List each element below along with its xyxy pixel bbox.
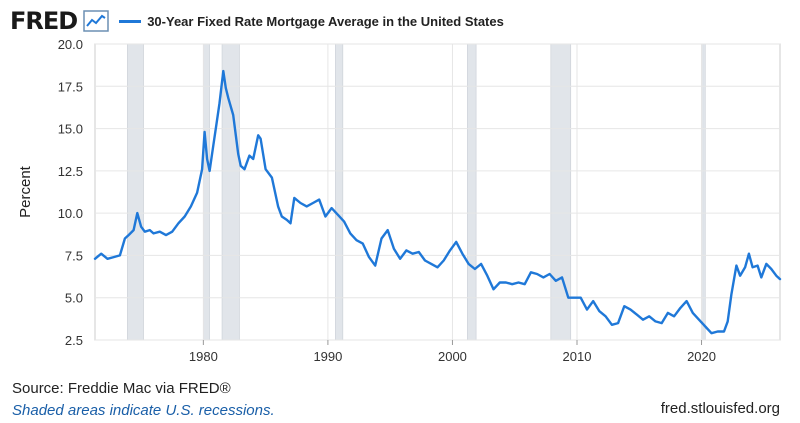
- x-tick-label: 1990: [313, 349, 342, 364]
- x-tick-label: 1980: [189, 349, 218, 364]
- recession-band: [203, 43, 210, 341]
- y-tick-label: 20.0: [58, 37, 83, 52]
- fred-logo[interactable]: FRED: [10, 7, 78, 35]
- y-tick-label: 7.5: [65, 248, 83, 263]
- y-tick-label: 10.0: [58, 206, 83, 221]
- legend-series-name: 30-Year Fixed Rate Mortgage Average in t…: [147, 13, 504, 29]
- legend-swatch: [119, 19, 142, 23]
- recession-band: [335, 43, 344, 341]
- recession-band: [702, 43, 706, 341]
- chart-legend: 30-Year Fixed Rate Mortgage Average in t…: [119, 14, 504, 29]
- series-line-mortgage-rate: [93, 69, 782, 335]
- recession-band: [467, 43, 477, 341]
- x-tick-label: 2000: [438, 349, 467, 364]
- chart-header: FRED 30-Year Fixed Rate Mortgage Average…: [10, 4, 504, 38]
- recession-band: [127, 43, 144, 341]
- recessions-note: Shaded areas indicate U.S. recessions.: [12, 402, 275, 419]
- y-tick-label: 15.0: [58, 122, 83, 137]
- y-tick-label: 2.5: [65, 333, 83, 348]
- recession-band: [221, 43, 240, 341]
- source-note: Source: Freddie Mac via FRED®: [12, 380, 231, 397]
- y-tick-label: 17.5: [58, 79, 83, 94]
- chart-line-icon: [83, 10, 109, 32]
- site-link[interactable]: fred.stlouisfed.org: [660, 400, 780, 417]
- y-tick-label: 5.0: [65, 291, 83, 306]
- x-tick-label: 2010: [563, 349, 592, 364]
- y-axis-label: Percent: [17, 165, 34, 218]
- y-tick-label: 12.5: [58, 164, 83, 179]
- x-tick-label: 2020: [687, 349, 716, 364]
- chart-footer: Source: Freddie Mac via FRED® Shaded are…: [12, 378, 275, 422]
